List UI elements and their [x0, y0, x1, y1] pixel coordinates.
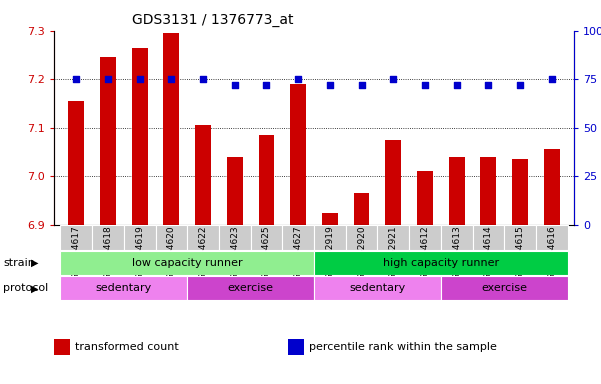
- Point: [72, 76, 81, 82]
- Bar: [282, 225, 314, 250]
- Bar: [124, 225, 156, 250]
- Bar: [449, 157, 465, 225]
- Bar: [377, 225, 409, 250]
- Point: [357, 82, 367, 88]
- Bar: [258, 135, 275, 225]
- Point: [547, 76, 557, 82]
- Bar: [227, 157, 243, 225]
- Text: GSM234618: GSM234618: [103, 225, 112, 280]
- Bar: [353, 193, 370, 225]
- Point: [452, 82, 462, 88]
- Point: [230, 82, 240, 88]
- Text: GSM234615: GSM234615: [516, 225, 525, 280]
- Text: exercise: exercise: [481, 283, 527, 293]
- Text: GSM232919: GSM232919: [325, 225, 334, 280]
- Point: [198, 76, 208, 82]
- Text: GSM234625: GSM234625: [262, 225, 271, 280]
- Text: percentile rank within the sample: percentile rank within the sample: [309, 342, 496, 352]
- Bar: [314, 276, 441, 300]
- Text: protocol: protocol: [3, 283, 48, 293]
- Bar: [100, 57, 116, 225]
- Text: strain: strain: [3, 258, 35, 268]
- Text: ▶: ▶: [31, 283, 38, 293]
- Text: GSM234620: GSM234620: [167, 225, 176, 280]
- Text: GSM234616: GSM234616: [548, 225, 557, 280]
- Point: [325, 82, 335, 88]
- Text: sedentary: sedentary: [96, 283, 152, 293]
- Bar: [314, 251, 567, 275]
- Bar: [61, 225, 92, 250]
- Text: GDS3131 / 1376773_at: GDS3131 / 1376773_at: [132, 13, 294, 27]
- Bar: [322, 212, 338, 225]
- Point: [388, 76, 398, 82]
- Bar: [314, 225, 346, 250]
- Bar: [92, 225, 124, 250]
- Text: GSM232921: GSM232921: [389, 225, 398, 280]
- Bar: [61, 276, 188, 300]
- Bar: [219, 225, 251, 250]
- Point: [293, 76, 303, 82]
- Bar: [346, 225, 377, 250]
- Point: [261, 82, 271, 88]
- Bar: [156, 225, 188, 250]
- Bar: [409, 225, 441, 250]
- Bar: [441, 276, 567, 300]
- Text: GSM232920: GSM232920: [357, 225, 366, 280]
- Bar: [188, 225, 219, 250]
- Bar: [288, 339, 304, 355]
- Text: GSM234613: GSM234613: [452, 225, 461, 280]
- Bar: [544, 149, 560, 225]
- Text: low capacity runner: low capacity runner: [132, 258, 243, 268]
- Text: GSM234614: GSM234614: [484, 225, 493, 280]
- Bar: [54, 339, 70, 355]
- Text: GSM234623: GSM234623: [230, 225, 239, 280]
- Text: sedentary: sedentary: [349, 283, 406, 293]
- Point: [135, 76, 144, 82]
- Text: GSM234619: GSM234619: [135, 225, 144, 280]
- Text: transformed count: transformed count: [75, 342, 178, 352]
- Text: high capacity runner: high capacity runner: [383, 258, 499, 268]
- Bar: [536, 225, 567, 250]
- Bar: [195, 125, 211, 225]
- Text: ▶: ▶: [31, 258, 38, 268]
- Bar: [163, 33, 179, 225]
- Point: [166, 76, 176, 82]
- Text: GSM234622: GSM234622: [198, 225, 207, 280]
- Bar: [61, 251, 314, 275]
- Bar: [504, 225, 536, 250]
- Point: [420, 82, 430, 88]
- Bar: [69, 101, 84, 225]
- Text: exercise: exercise: [228, 283, 273, 293]
- Point: [103, 76, 113, 82]
- Bar: [417, 171, 433, 225]
- Point: [515, 82, 525, 88]
- Bar: [472, 225, 504, 250]
- Bar: [441, 225, 472, 250]
- Text: GSM234627: GSM234627: [294, 225, 303, 280]
- Text: GSM234612: GSM234612: [421, 225, 430, 280]
- Bar: [385, 140, 401, 225]
- Bar: [290, 84, 306, 225]
- Bar: [188, 276, 314, 300]
- Text: GSM234617: GSM234617: [72, 225, 81, 280]
- Bar: [480, 157, 496, 225]
- Bar: [251, 225, 282, 250]
- Bar: [512, 159, 528, 225]
- Bar: [132, 48, 148, 225]
- Point: [484, 82, 493, 88]
